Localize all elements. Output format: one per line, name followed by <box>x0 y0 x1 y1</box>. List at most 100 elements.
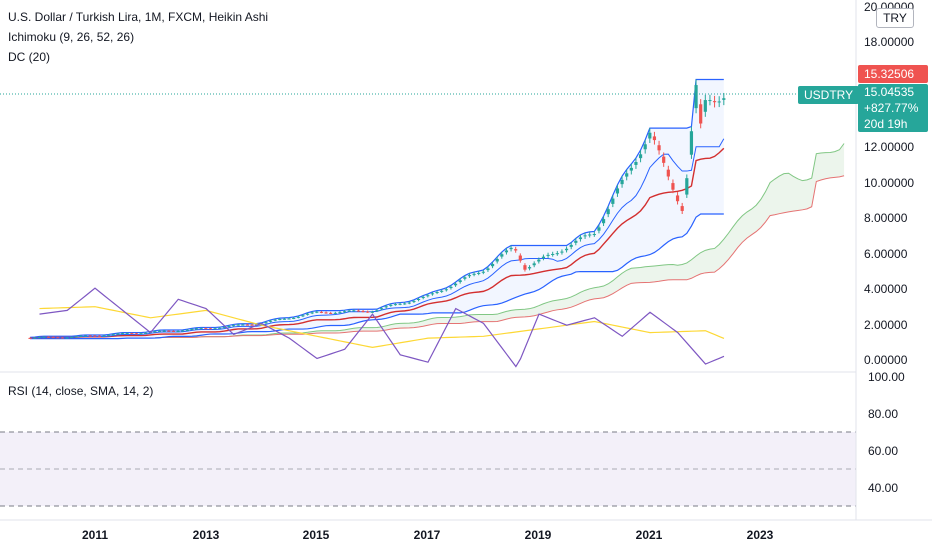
currency-button[interactable]: TRY <box>876 8 914 28</box>
price-axis[interactable]: 20.00000 18.00000 12.00000 10.00000 8.00… <box>864 0 914 367</box>
price-pane[interactable] <box>0 78 856 340</box>
candle-body <box>352 310 356 312</box>
candle-body <box>287 318 291 320</box>
candle-body <box>268 320 273 322</box>
candle-body <box>477 272 481 274</box>
candle-body <box>315 311 319 313</box>
candle-body <box>555 253 559 255</box>
candle-body <box>444 289 448 291</box>
candle-body <box>305 313 310 315</box>
candle-body <box>42 336 46 338</box>
last-price-value: 15.04535 <box>864 85 915 99</box>
candle-body <box>426 295 430 297</box>
candle-body <box>28 337 32 339</box>
candle-body <box>56 337 60 339</box>
candle-body <box>490 263 495 267</box>
year-tick: 2011 <box>82 528 108 542</box>
candle-body <box>666 169 670 177</box>
candle-body <box>116 333 120 335</box>
ichimoku-legend[interactable]: Ichimoku (9, 26, 52, 26) <box>8 30 135 44</box>
candle-body <box>551 253 555 255</box>
candle-body <box>467 275 472 277</box>
heikin-ashi-candles <box>28 79 726 339</box>
candle-body <box>588 234 592 236</box>
candle-body <box>597 227 601 231</box>
candle-body <box>486 268 490 271</box>
ichimoku-cloud <box>150 143 845 339</box>
candle-body <box>167 330 171 332</box>
candle-body <box>88 335 92 337</box>
candle-body <box>620 179 624 185</box>
candle-body <box>60 337 65 339</box>
rsi-legend[interactable]: RSI (14, close, SMA, 14, 2) <box>8 384 154 398</box>
candle-body <box>648 132 652 139</box>
candle-body <box>440 290 444 292</box>
candle-body <box>204 328 208 330</box>
candle-body <box>153 331 157 333</box>
price-tick: 6.00000 <box>864 247 908 261</box>
candle-body <box>222 327 226 329</box>
price-tick: 2.00000 <box>864 318 908 332</box>
candle-body <box>292 317 296 319</box>
candle-body <box>606 209 610 215</box>
candle-body <box>379 308 384 310</box>
rsi-tick: 60.00 <box>868 444 898 458</box>
chart-title[interactable]: U.S. Dollar / Turkish Lira, 1M, FXCM, He… <box>8 10 269 24</box>
candle-body <box>139 333 143 335</box>
candle-body <box>560 251 564 253</box>
candle-body <box>70 336 74 338</box>
candle-body <box>83 335 88 337</box>
candle-body <box>338 312 342 314</box>
candle-body <box>569 244 573 247</box>
candle-body <box>717 101 721 103</box>
candle-body <box>403 303 407 305</box>
time-axis[interactable]: 2011 2013 2015 2017 2019 2021 2023 <box>82 528 774 542</box>
candle-body <box>407 302 411 304</box>
rsi-axis[interactable]: 100.00 80.00 60.00 40.00 <box>868 370 905 495</box>
candle-body <box>157 330 162 332</box>
candle-body <box>37 337 41 339</box>
candle-body <box>518 255 522 261</box>
donchian-fill <box>30 79 724 339</box>
candle-body <box>703 100 707 112</box>
candle-body <box>537 259 541 262</box>
candle-body <box>453 283 458 286</box>
candle-body <box>273 319 277 321</box>
candle-body <box>675 195 680 202</box>
candle-body <box>241 324 245 326</box>
candle-body <box>245 324 250 326</box>
candle-body <box>712 101 717 103</box>
candle-body <box>218 327 222 329</box>
year-tick: 2019 <box>525 528 552 542</box>
candle-body <box>643 144 647 150</box>
candle-body <box>500 254 504 257</box>
candle-body <box>93 335 97 337</box>
candle-body <box>509 247 513 250</box>
candle-body <box>111 334 115 336</box>
candle-body <box>231 325 236 327</box>
candle-body <box>366 311 370 313</box>
candle-body <box>722 98 726 100</box>
donchian-legend[interactable]: DC (20) <box>8 50 51 64</box>
kijun-line <box>30 147 725 339</box>
candle-body <box>79 335 83 337</box>
candle-body <box>495 258 499 262</box>
candle-body <box>33 337 37 339</box>
price-tick: 18.00000 <box>864 35 914 49</box>
candle-body <box>278 319 282 321</box>
candle-body <box>144 332 148 334</box>
donchian-lower <box>30 213 724 340</box>
candle-body <box>583 235 587 237</box>
candle-body <box>657 145 661 151</box>
candle-body <box>329 312 333 314</box>
price-tick: 8.00000 <box>864 211 908 225</box>
candle-body <box>708 100 712 102</box>
candle-body <box>680 206 684 211</box>
rsi-pane[interactable] <box>0 287 856 507</box>
rsi-tick: 40.00 <box>868 481 898 495</box>
candle-body <box>435 292 439 294</box>
candle-body <box>264 322 268 324</box>
candle-body <box>208 328 213 330</box>
candle-body <box>65 337 69 339</box>
